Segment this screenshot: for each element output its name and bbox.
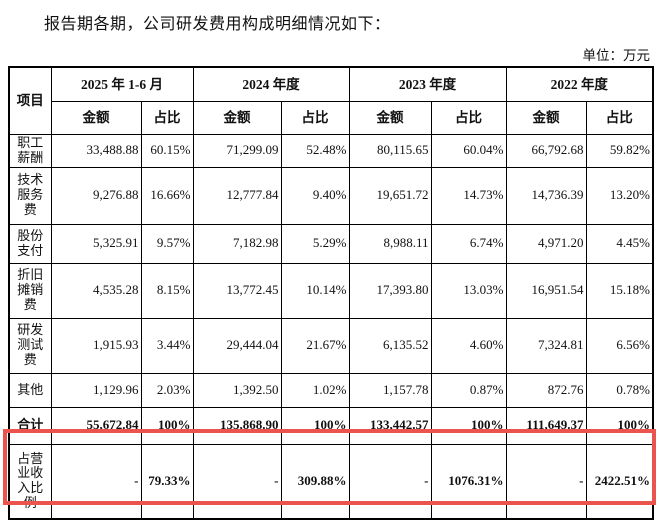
table-cell: 7,324.81: [505, 317, 587, 374]
subheader-ratio: 占比: [280, 101, 350, 135]
table-cell: 59.82%: [585, 134, 654, 168]
table-cell: 9.57%: [140, 223, 194, 264]
row-label: 研发测试费: [8, 317, 52, 374]
table-cell: 2422.51%: [585, 443, 654, 520]
col-header-period-2024: 2024 年度: [192, 66, 350, 102]
subheader-amount: 金额: [192, 101, 282, 135]
table-cell: 135,868.90: [192, 406, 282, 445]
table-cell: 5,325.91: [50, 223, 142, 264]
table-cell: 29,444.04: [192, 317, 282, 374]
table-cell: 6,135.52: [348, 317, 432, 374]
table-cell: 60.04%: [430, 134, 507, 168]
row-label: 折旧摊销费: [8, 262, 52, 319]
table-cell: 2.03%: [140, 372, 194, 408]
table-cell: 60.15%: [140, 134, 194, 168]
table-cell: 872.76: [505, 372, 587, 408]
table-cell: 13.03%: [430, 262, 507, 319]
table-row-staff-salary: 职工薪酬 33,488.88 60.15% 71,299.09 52.48% 8…: [8, 134, 654, 168]
table-cell: 1,129.96: [50, 372, 142, 408]
col-header-item: 项目: [8, 66, 52, 135]
table-cell: 100%: [280, 406, 350, 445]
row-label: 技术服务费: [8, 166, 52, 225]
row-label: 合计: [8, 406, 52, 445]
table-row-total: 合计 55,672.84 100% 135,868.90 100% 133,44…: [8, 406, 654, 445]
row-label: 职工薪酬: [8, 134, 52, 168]
table-row-revenue-ratio: 占营业收入比例 - 79.33% - 309.88% - 1076.31% - …: [8, 443, 654, 520]
table-cell: 12,777.84: [192, 166, 282, 225]
table-cell: 100%: [140, 406, 194, 445]
row-label: 股份支付: [8, 223, 52, 264]
table-cell: 6.56%: [585, 317, 654, 374]
table-cell: 79.33%: [140, 443, 194, 520]
table-cell: 8.15%: [140, 262, 194, 319]
table-cell: 8,988.11: [348, 223, 432, 264]
col-header-period-2025: 2025 年 1-6 月: [50, 66, 194, 102]
table-cell: 66,792.68: [505, 134, 587, 168]
table-cell: 7,182.98: [192, 223, 282, 264]
subheader-ratio: 占比: [585, 101, 654, 135]
row-label: 其他: [8, 372, 52, 408]
table-cell: 9,276.88: [50, 166, 142, 225]
table-cell: 13,772.45: [192, 262, 282, 319]
table-cell: -: [505, 443, 587, 520]
table-cell: 80,115.65: [348, 134, 432, 168]
table-cell: 19,651.72: [348, 166, 432, 225]
table-cell: 0.78%: [585, 372, 654, 408]
table-row-depreciation: 折旧摊销费 4,535.28 8.15% 13,772.45 10.14% 17…: [8, 262, 654, 319]
table-cell: 100%: [430, 406, 507, 445]
table-cell: -: [50, 443, 142, 520]
table-cell: 100%: [585, 406, 654, 445]
subheader-amount: 金额: [505, 101, 587, 135]
table-row-tech-service: 技术服务费 9,276.88 16.66% 12,777.84 9.40% 19…: [8, 166, 654, 225]
table-cell: 4,971.20: [505, 223, 587, 264]
table-row-share-payment: 股份支付 5,325.91 9.57% 7,182.98 5.29% 8,988…: [8, 223, 654, 264]
table-cell: 1076.31%: [430, 443, 507, 520]
table-row-other: 其他 1,129.96 2.03% 1,392.50 1.02% 1,157.7…: [8, 372, 654, 408]
table-cell: 52.48%: [280, 134, 350, 168]
table-cell: 111,649.37: [505, 406, 587, 445]
table-cell: 9.40%: [280, 166, 350, 225]
table-cell: 133,442.57: [348, 406, 432, 445]
col-header-period-2022: 2022 年度: [505, 66, 654, 102]
row-label: 占营业收入比例: [8, 443, 52, 520]
table-cell: 4.60%: [430, 317, 507, 374]
col-header-period-2023: 2023 年度: [348, 66, 507, 102]
table-cell: 33,488.88: [50, 134, 142, 168]
table-cell: 6.74%: [430, 223, 507, 264]
table-cell: 0.87%: [430, 372, 507, 408]
table-cell: 14,736.39: [505, 166, 587, 225]
table-cell: 55,672.84: [50, 406, 142, 445]
table-cell: 13.20%: [585, 166, 654, 225]
rd-expense-table: 项目 2025 年 1-6 月 2024 年度 2023 年度 2022 年度 …: [8, 66, 654, 520]
table-cell: 1,392.50: [192, 372, 282, 408]
table-cell: -: [348, 443, 432, 520]
table-cell: 309.88%: [280, 443, 350, 520]
table-cell: 4,535.28: [50, 262, 142, 319]
table-cell: 5.29%: [280, 223, 350, 264]
table-cell: 3.44%: [140, 317, 194, 374]
table-cell: 71,299.09: [192, 134, 282, 168]
table-cell: 1,157.78: [348, 372, 432, 408]
table-cell: -: [192, 443, 282, 520]
table-cell: 17,393.80: [348, 262, 432, 319]
table-cell: 21.67%: [280, 317, 350, 374]
table-cell: 10.14%: [280, 262, 350, 319]
unit-label: 单位：万元: [582, 48, 651, 63]
subheader-ratio: 占比: [430, 101, 507, 135]
table-cell: 14.73%: [430, 166, 507, 225]
page-title: 报告期各期，公司研发费用构成明细情况如下：: [44, 16, 391, 33]
table-cell: 1,915.93: [50, 317, 142, 374]
table-cell: 1.02%: [280, 372, 350, 408]
table-cell: 16.66%: [140, 166, 194, 225]
table-cell: 15.18%: [585, 262, 654, 319]
table-row-rd-testing: 研发测试费 1,915.93 3.44% 29,444.04 21.67% 6,…: [8, 317, 654, 374]
subheader-amount: 金额: [50, 101, 142, 135]
subheader-amount: 金额: [348, 101, 432, 135]
table-cell: 4.45%: [585, 223, 654, 264]
table-cell: 16,951.54: [505, 262, 587, 319]
subheader-ratio: 占比: [140, 101, 194, 135]
